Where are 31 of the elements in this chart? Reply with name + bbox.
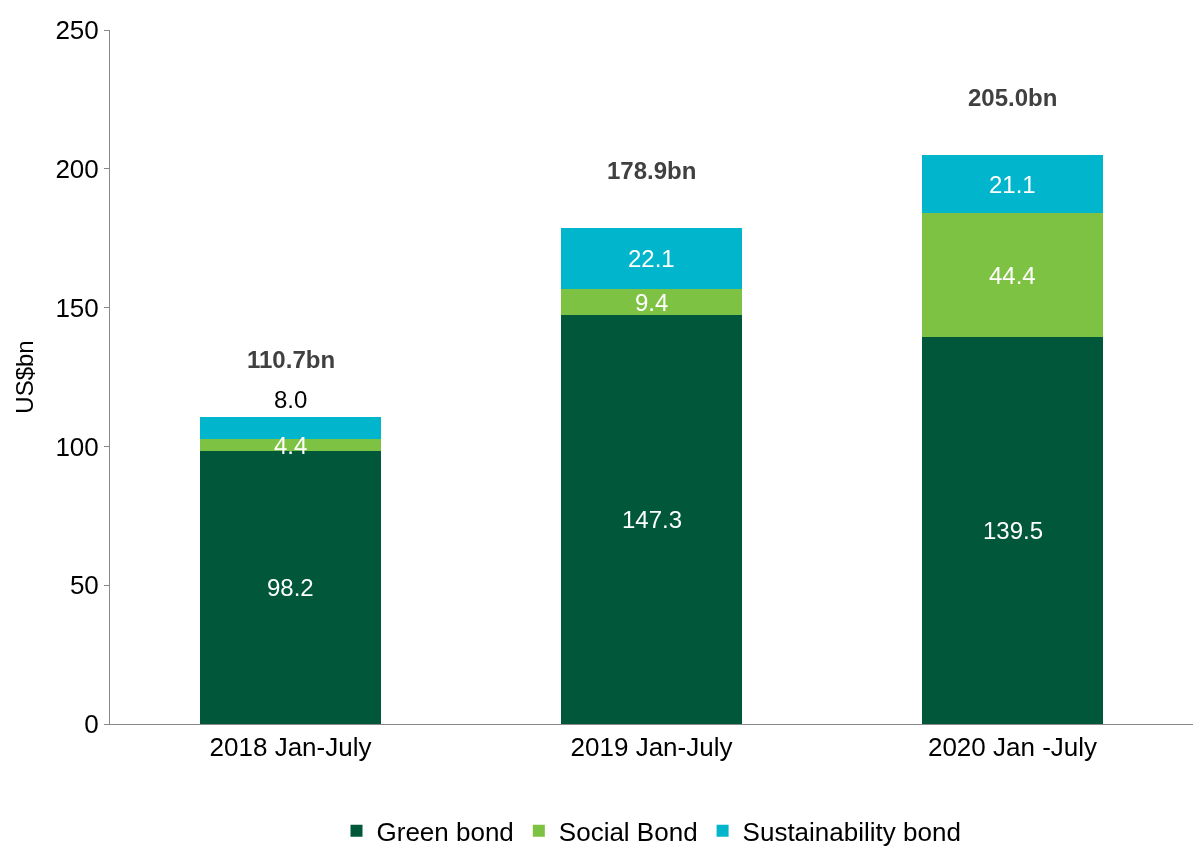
data-label: 8.0: [274, 386, 308, 413]
legend-label: Sustainability bond: [742, 816, 961, 847]
data-label: 44.4: [989, 262, 1036, 289]
x-tick-label: 2020 Jan -July: [927, 732, 1098, 763]
data-label: 21.1: [989, 171, 1036, 198]
bar: [922, 336, 1103, 724]
bar: [200, 439, 381, 452]
bar: [922, 213, 1103, 337]
y-tick-label: 0: [84, 709, 99, 740]
legend-label: Social Bond: [558, 816, 698, 847]
y-tick-label: 200: [55, 153, 99, 184]
bar: [561, 289, 742, 316]
data-label: 9.4: [635, 289, 669, 316]
y-axis-title: US$bn: [10, 340, 38, 414]
y-tick-label: 250: [55, 15, 99, 46]
bar: [561, 315, 742, 724]
data-label: 98.2: [267, 574, 314, 601]
total-label: 178.9bn: [607, 157, 697, 184]
legend-label: Green bond: [376, 816, 514, 847]
total-label: 110.7bn: [247, 346, 336, 373]
data-label: 22.1: [628, 245, 675, 272]
x-tick-label: 2019 Jan-July: [570, 732, 733, 763]
data-label: 147.3: [622, 506, 683, 533]
x-tick-label: 2018 Jan-July: [209, 732, 372, 763]
bar: [561, 227, 742, 289]
y-tick-label: 150: [55, 292, 99, 323]
data-label: 139.5: [983, 517, 1044, 544]
y-tick-label: 100: [55, 431, 99, 462]
bar: [922, 154, 1103, 214]
y-tick-label: 50: [69, 570, 99, 601]
total-label: 205.0bn: [968, 84, 1058, 111]
